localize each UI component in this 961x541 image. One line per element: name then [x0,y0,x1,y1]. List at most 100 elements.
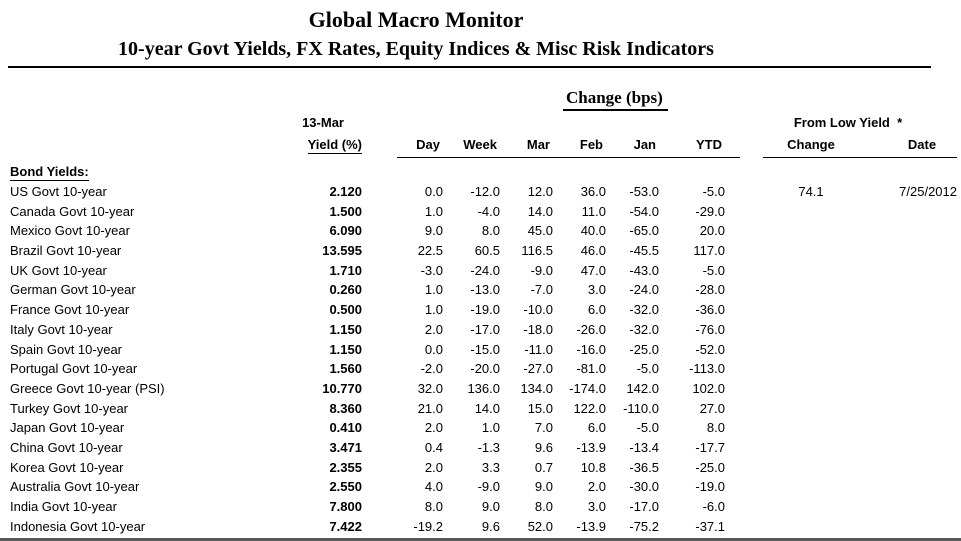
change-mar-value: 0.7 [534,459,553,475]
change-jan-value: -32.0 [629,302,659,318]
page-subtitle: 10-year Govt Yields, FX Rates, Equity In… [118,38,714,60]
table-row: Greece Govt 10-year (PSI) 10.770 32.0 13… [0,379,961,399]
from-low-date-value [857,280,959,300]
change-week-value: 9.0 [481,499,500,514]
change-ytd-value: -5.0 [702,184,725,199]
change-mar-value: 116.5 [521,243,553,259]
change-ytd-value: 20.0 [699,223,725,239]
from-low-change-value [765,340,857,360]
change-day-value: 1.0 [424,282,443,298]
change-mar-value: 9.6 [534,439,553,455]
from-low-date-value [857,399,959,419]
change-day-value: 21.0 [417,400,443,416]
change-day-value: -3.0 [420,262,443,278]
table-row: France Govt 10-year 0.500 1.0 -19.0 -10.… [0,300,961,320]
row-label: German Govt 10-year [10,282,136,298]
table-row: German Govt 10-year 0.260 1.0 -13.0 -7.0… [0,280,961,300]
change-jan-value: -43.0 [629,262,659,278]
yield-value: 8.360 [329,400,362,416]
from-low-yield-group-header: From Low Yield * [793,115,903,130]
table-row: Indonesia Govt 10-year 7.422 -19.2 9.6 5… [0,517,961,537]
change-ytd-value: 27.0 [699,400,725,416]
yield-value: 2.120 [329,184,362,199]
change-day-value: 1.0 [424,203,443,219]
change-week-value: 14.0 [474,400,500,416]
column-header-row: Yield (%) Day Week Mar Feb Jan YTD Chang… [0,134,961,156]
table-row: US Govt 10-year 2.120 0.0 -12.0 12.0 36.… [0,182,961,202]
row-label: India Govt 10-year [10,499,117,514]
change-feb-value: 36.0 [580,184,606,199]
row-label: Canada Govt 10-year [10,203,135,219]
yield-date-header: 13-Mar [302,115,344,130]
change-ytd-value: -19.0 [695,479,725,495]
change-bps-group-header: Change (bps) [563,87,668,111]
table-row: India Govt 10-year 7.800 8.0 9.0 8.0 3.0… [0,497,961,517]
col-header-from-low-date: Date [907,137,937,152]
change-week-value: -24.0 [470,262,500,278]
table-row: Mexico Govt 10-year 6.090 9.0 8.0 45.0 4… [0,221,961,241]
change-week-value: -1.3 [477,439,500,455]
yield-value: 7.422 [329,518,362,534]
from-low-change-value [765,477,857,497]
from-low-date-value [857,438,959,458]
table-row: Canada Govt 10-year 1.500 1.0 -4.0 14.0 … [0,202,961,222]
change-jan-value: -25.0 [629,341,659,357]
change-day-value: 0.0 [424,341,443,357]
from-low-change-value [765,221,857,241]
bottom-rule [0,538,961,541]
change-jan-value: -30.0 [629,479,659,495]
change-feb-value: 46.0 [580,243,606,259]
table-row: China Govt 10-year 3.471 0.4 -1.3 9.6 -1… [0,438,961,458]
table-row: Turkey Govt 10-year 8.360 21.0 14.0 15.0… [0,399,961,419]
change-ytd-value: -36.0 [695,302,725,318]
change-jan-value: -110.0 [623,400,659,416]
change-feb-value: -26.0 [576,321,606,337]
change-ytd-value: -5.0 [702,262,725,278]
change-week-value: -13.0 [470,282,500,298]
table-row: Portugal Govt 10-year 1.560 -2.0 -20.0 -… [0,359,961,379]
change-group-header-row: Change (bps) [0,87,961,112]
from-low-change-value [765,399,857,419]
change-mar-value: 9.0 [534,479,553,495]
change-mar-value: 15.0 [527,400,553,416]
yield-value: 13.595 [322,243,362,259]
from-low-date-value [857,320,959,340]
change-feb-value: 47.0 [580,262,606,278]
row-label: Japan Govt 10-year [10,420,125,436]
table-row: Spain Govt 10-year 1.150 0.0 -15.0 -11.0… [0,340,961,360]
change-day-value: 22.5 [417,243,443,259]
from-low-date-value [857,497,959,517]
yield-value: 0.410 [329,420,362,436]
change-jan-value: -17.0 [629,499,659,514]
row-label: Greece Govt 10-year (PSI) [10,380,165,396]
table-row: Korea Govt 10-year 2.355 2.0 3.3 0.7 10.… [0,458,961,478]
date-header-row: 13-Mar From Low Yield * [0,112,961,134]
row-label: Indonesia Govt 10-year [10,518,146,534]
change-ytd-value: -76.0 [695,321,725,337]
page-title: Global Macro Monitor [308,7,524,32]
from-low-date-value [857,261,959,281]
from-low-change-value [765,359,857,379]
header-rule [8,66,931,68]
change-feb-value: -13.9 [576,439,606,455]
row-label: US Govt 10-year [10,184,107,199]
from-low-date-value [857,458,959,478]
change-mar-value: 134.0 [520,380,553,396]
change-feb-value: 3.0 [587,499,606,514]
change-mar-value: 45.0 [527,223,553,239]
change-feb-value: 10.8 [580,459,606,475]
change-mar-value: 12.0 [527,184,553,199]
table-row: Australia Govt 10-year 2.550 4.0 -9.0 9.… [0,477,961,497]
from-low-change-value [765,320,857,340]
change-mar-value: 52.0 [527,518,553,534]
change-ytd-value: 117.0 [693,243,725,259]
table-row: UK Govt 10-year 1.710 -3.0 -24.0 -9.0 47… [0,261,961,281]
from-low-date-value [857,379,959,399]
from-low-change-value [765,438,857,458]
change-jan-value: -5.0 [636,420,659,436]
row-label: France Govt 10-year [10,302,130,318]
col-header-ytd: YTD [696,137,722,152]
change-jan-value: -36.5 [629,459,659,475]
change-feb-value: 11.0 [581,203,606,219]
